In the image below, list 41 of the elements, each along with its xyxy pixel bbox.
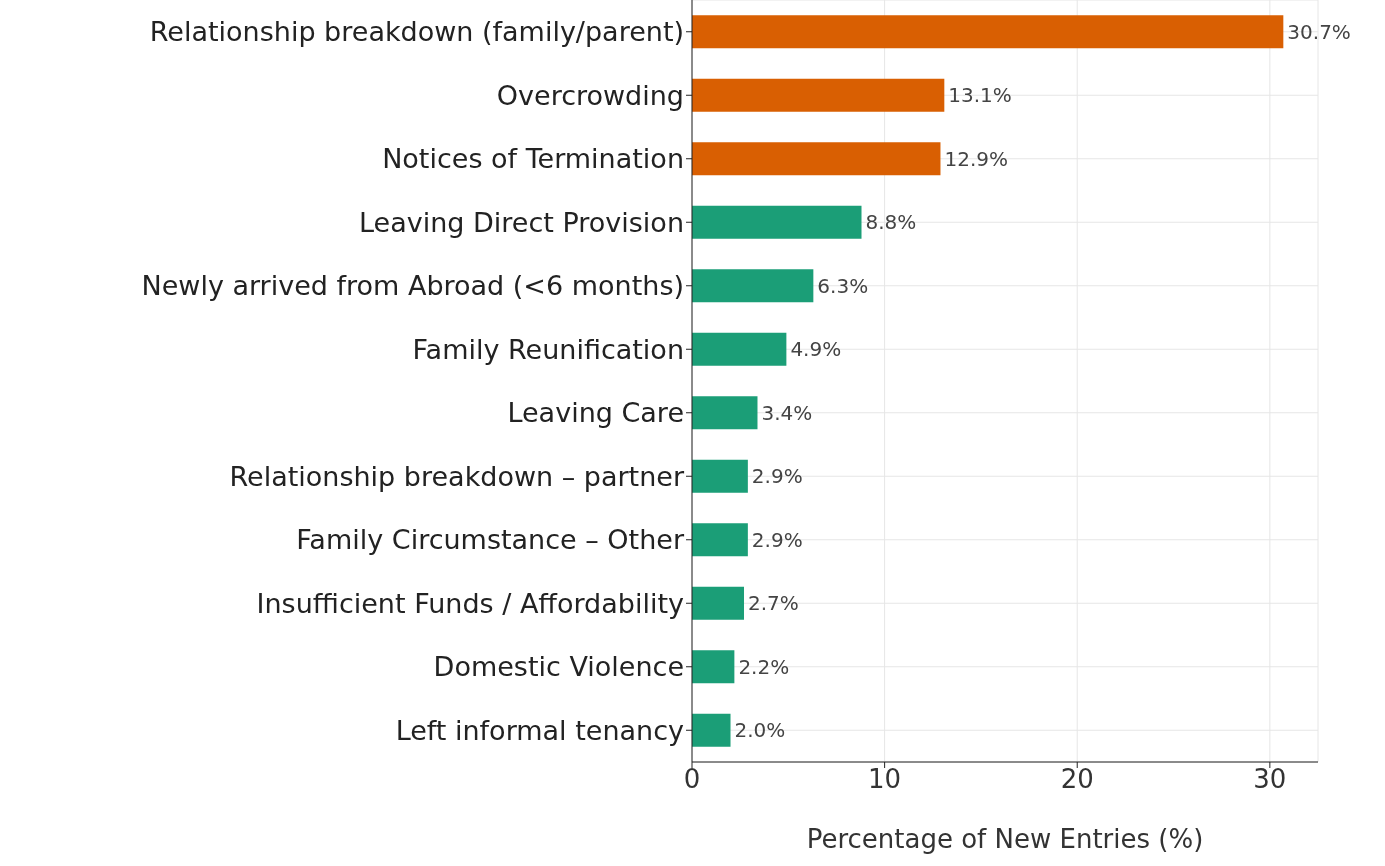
bar	[692, 523, 748, 557]
bar	[692, 650, 735, 684]
bar	[692, 142, 941, 176]
y-tick-label: Overcrowding	[496, 79, 684, 111]
data-label: 2.2%	[738, 654, 790, 679]
x-axis-title: Percentage of New Entries (%)	[806, 824, 1204, 854]
data-label: 6.3%	[817, 273, 869, 298]
y-tick-label: Leaving Care	[507, 397, 684, 429]
bar	[692, 78, 945, 112]
bar	[692, 459, 748, 493]
y-tick-label: Family Circumstance – Other	[296, 524, 685, 556]
data-label: 3.4%	[761, 400, 813, 425]
y-tick-label: Leaving Direct Provision	[359, 206, 684, 238]
y-tick-label: Notices of Termination	[382, 143, 684, 175]
bar	[692, 332, 787, 366]
bar	[692, 205, 862, 239]
data-label: 13.1%	[948, 83, 1012, 108]
y-tick-label: Relationship breakdown (family/parent)	[149, 16, 684, 48]
bar	[692, 713, 731, 747]
y-tick-label: Family Reunification	[412, 333, 684, 365]
data-label: 8.8%	[865, 210, 917, 235]
x-tick-label: 30	[1253, 764, 1287, 795]
data-label: 2.0%	[734, 718, 786, 743]
data-label: 30.7%	[1287, 19, 1351, 44]
bar	[692, 396, 758, 430]
y-tick-label: Insufficient Funds / Affordability	[256, 587, 685, 619]
y-tick-label: Newly arrived from Abroad (<6 months)	[141, 270, 684, 302]
data-label: 4.9%	[790, 337, 842, 362]
y-tick-label: Relationship breakdown – partner	[229, 460, 685, 492]
bar	[692, 269, 814, 303]
data-label: 2.9%	[751, 527, 803, 552]
x-tick-label: 20	[1060, 764, 1094, 795]
data-label: 2.7%	[748, 591, 799, 616]
x-tick-label: 0	[683, 764, 701, 795]
data-label: 2.9%	[751, 464, 803, 489]
x-tick-label: 10	[868, 764, 902, 795]
bar	[692, 586, 745, 620]
y-tick-label: Left informal tenancy	[395, 714, 685, 746]
data-label: 12.9%	[944, 146, 1009, 171]
bar	[692, 15, 1284, 49]
y-tick-label: Domestic Violence	[433, 651, 684, 683]
